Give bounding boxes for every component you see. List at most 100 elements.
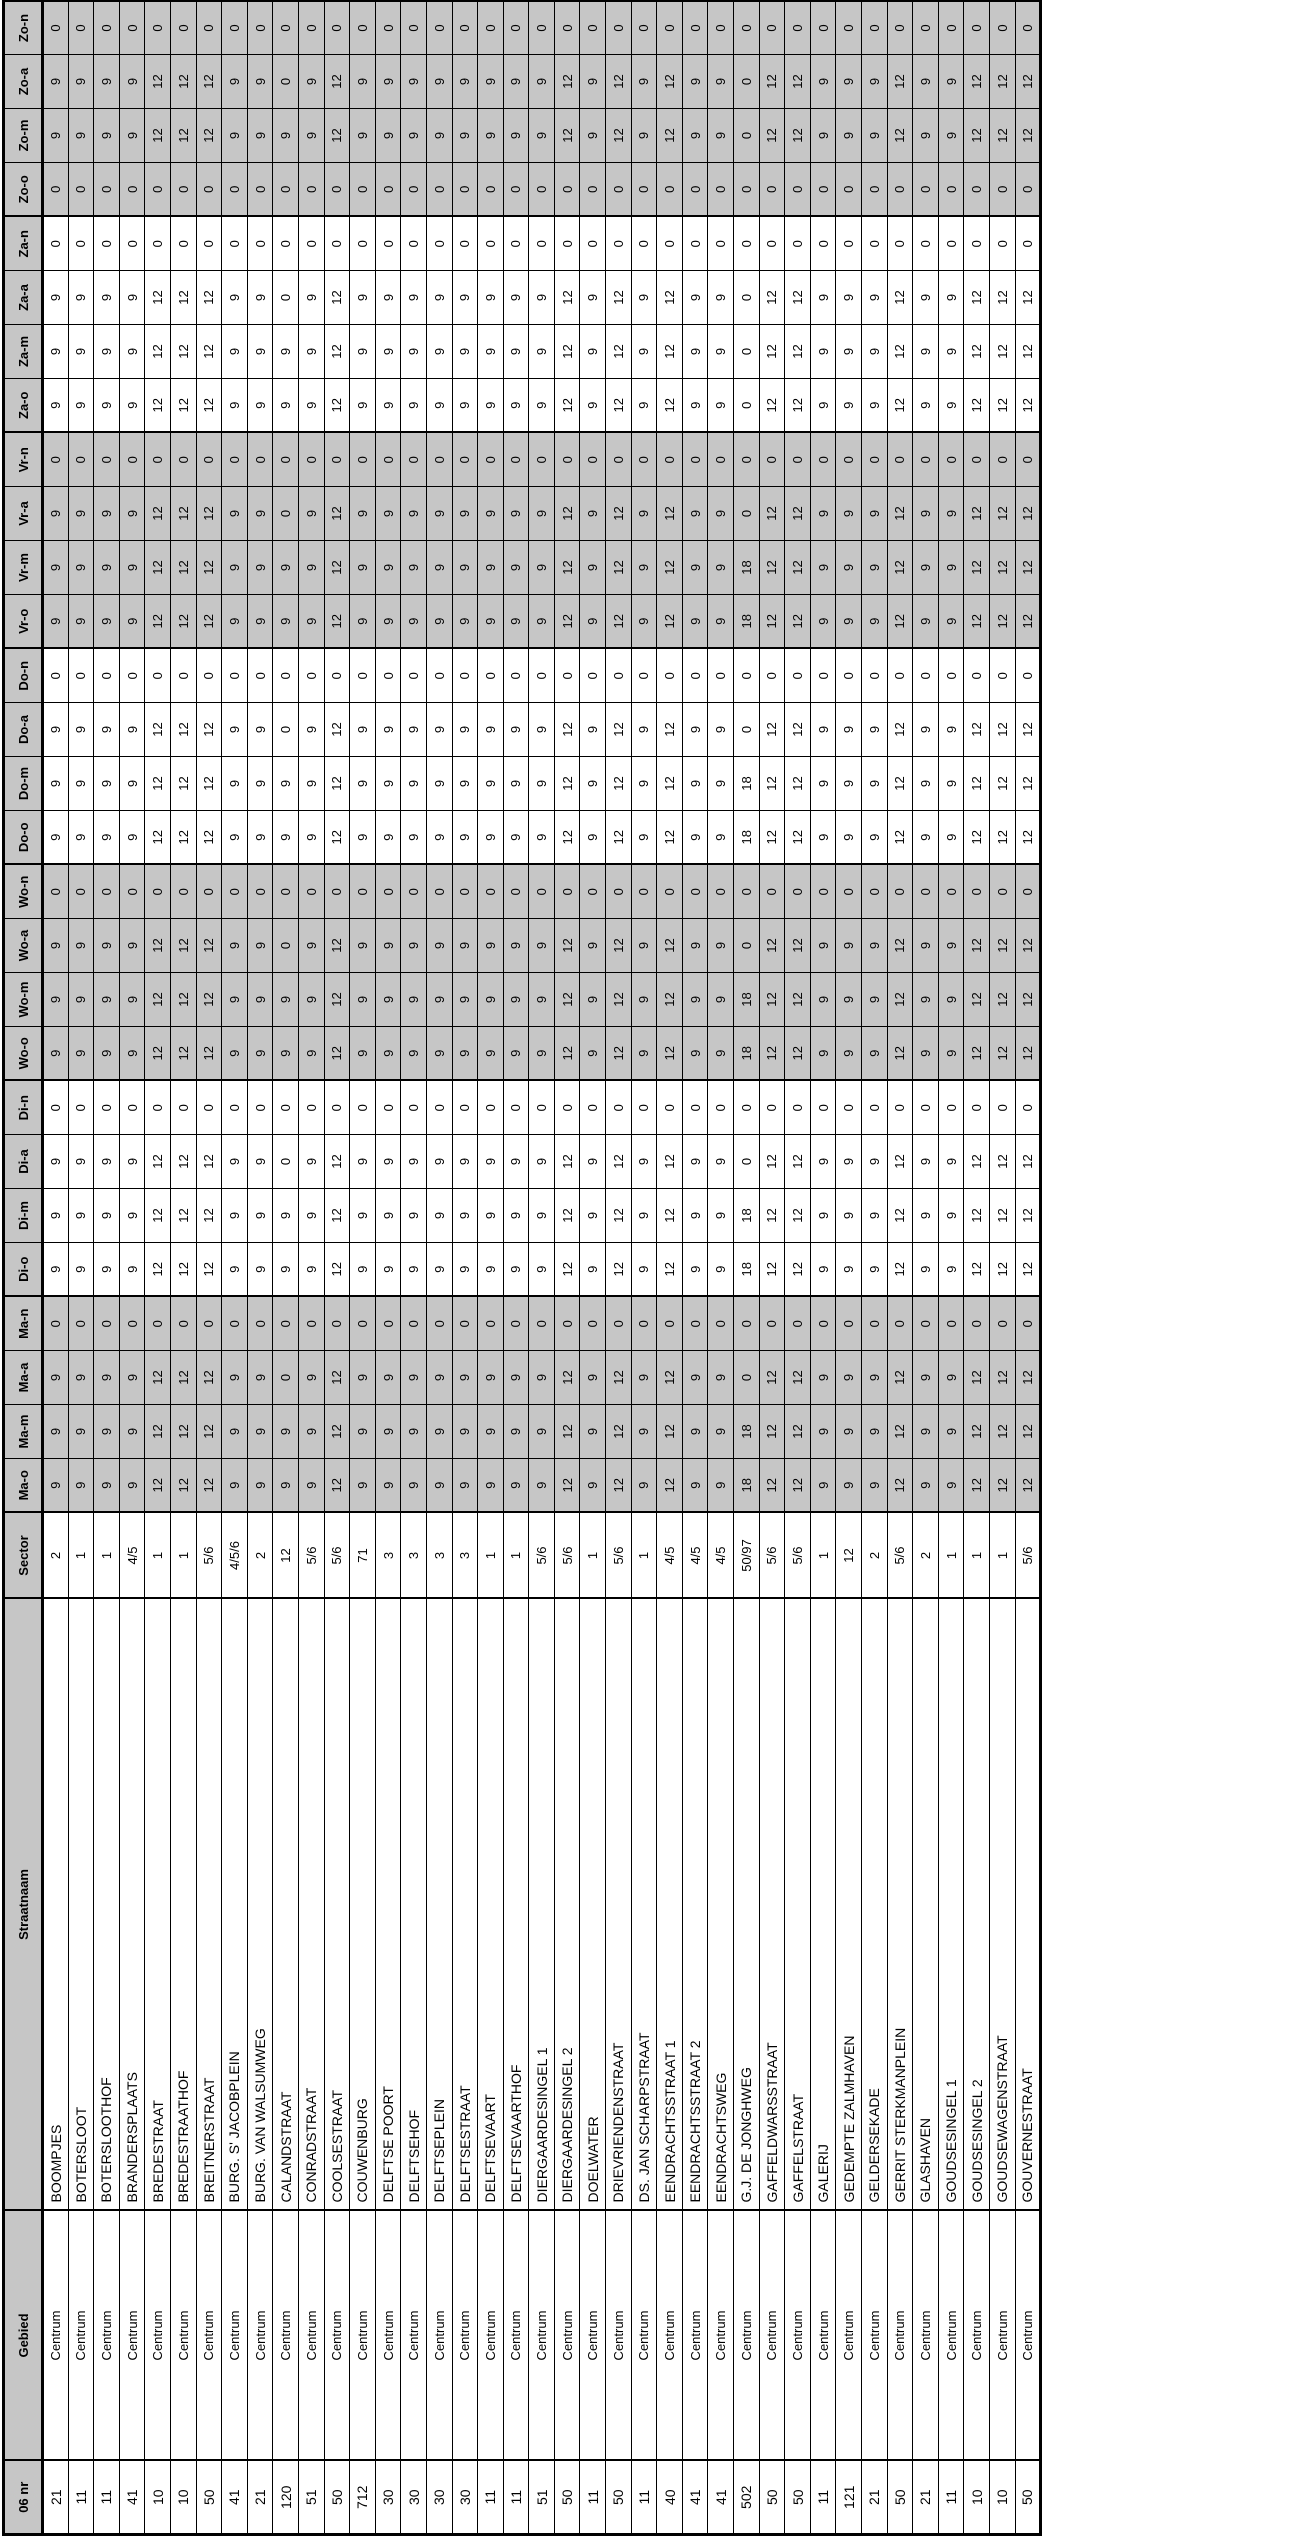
hours-cell: 9 [682,972,708,1027]
hours-cell: 9 [221,972,248,1027]
hours-cell: 9 [119,540,145,595]
hours-cell: 9 [452,108,478,163]
hours-cell: 0 [1015,648,1041,703]
hours-cell: 9 [349,1350,376,1405]
hours-cell: 12 [1015,1134,1041,1189]
hours-cell: 0 [298,1296,325,1351]
hours-cell: 9 [835,1458,862,1513]
hours-cell: 12 [784,1026,811,1081]
column-header: Wo-n [3,864,43,919]
hours-cell: 12 [554,54,580,109]
hours-cell: 9 [349,810,376,865]
hours-cell: 0 [221,432,248,487]
hours-cell: 12 [963,324,990,379]
hours-cell: 0 [912,216,939,271]
street-name-cell: DS. JAN SCHARPSTRAAT [631,1598,657,2211]
hours-cell: 9 [707,486,734,541]
hours-cell: 12 [170,810,197,865]
hours-cell: 0 [963,864,990,919]
hours-cell: 0 [93,648,120,703]
hours-cell: 9 [477,1026,504,1081]
hours-cell: 9 [68,756,94,811]
hours-cell: 9 [426,1188,452,1243]
hours-cell: 12 [605,378,632,433]
hours-cell: 9 [579,1134,606,1189]
hours-cell: 9 [42,54,69,109]
hours-cell: 9 [503,486,529,541]
hours-cell: 0 [682,1296,708,1351]
hours-cell: 0 [1015,1080,1041,1135]
hours-cell: 9 [912,1242,939,1297]
hours-cell: 12 [196,594,222,649]
hours-cell: 9 [503,1458,529,1513]
hours-cell: 0 [247,648,273,703]
hours-cell: 12 [605,108,632,163]
street-row: 50 Centrum GAFFELSTRAAT 5/6 12 12 12 0 12 12 12 0 12… [784,0,811,2535]
hours-cell: 0 [759,216,785,271]
hours-cell: 0 [324,648,350,703]
hours-cell: 9 [861,108,888,163]
hours-cell: 9 [426,594,452,649]
area-cell: Centrum [554,2210,580,2461]
hours-cell: 0 [349,864,376,919]
hours-cell: 0 [528,1080,555,1135]
hours-cell: 0 [426,864,452,919]
hours-cell: 9 [375,702,401,757]
hours-cell: 9 [528,1134,555,1189]
hours-cell: 12 [963,1458,990,1513]
hours-cell: 0 [477,864,504,919]
hours-cell: 0 [989,864,1016,919]
hours-cell: 9 [247,756,273,811]
hours-cell: 9 [835,1404,862,1459]
hours-cell: 9 [503,702,529,757]
hours-cell: 9 [93,1026,120,1081]
area-cell: Centrum [887,2210,913,2461]
hours-cell: 9 [452,270,478,325]
hours-cell: 12 [887,594,913,649]
hours-cell: 12 [196,1242,222,1297]
hours-cell: 12 [144,378,171,433]
area-cell: Centrum [324,2210,350,2461]
hours-cell: 0 [528,432,555,487]
hours-cell: 0 [887,648,913,703]
sector-cell: 4/5 [656,1512,683,1599]
hours-cell: 0 [938,0,964,55]
column-header: Do-n [3,648,43,703]
hours-cell: 9 [375,1404,401,1459]
hours-cell: 9 [247,108,273,163]
hours-cell: 9 [861,810,888,865]
street-number-cell: 11 [68,2460,94,2535]
hours-cell: 0 [503,162,529,217]
hours-cell: 0 [324,162,350,217]
hours-cell: 9 [42,108,69,163]
hours-cell: 9 [810,918,836,973]
hours-cell: 9 [682,1242,708,1297]
hours-cell: 12 [170,1458,197,1513]
hours-cell: 12 [656,324,683,379]
hours-cell: 9 [400,1188,427,1243]
hours-cell: 9 [400,1134,427,1189]
sector-cell: 50/97 [733,1512,760,1599]
hours-cell: 0 [426,216,452,271]
hours-cell: 0 [93,432,120,487]
hours-cell: 9 [682,702,708,757]
street-row: 11 Centrum BOTERSLOOT 1 9 9 9 0 9 9 9 0 9 9 9 0 9 9 9 0 9 9 9 0… [68,0,94,2535]
hours-cell: 0 [887,864,913,919]
hours-cell: 12 [989,702,1016,757]
hours-cell: 12 [144,1026,171,1081]
hours-cell: 9 [912,378,939,433]
street-name-cell: GALERIJ [810,1598,836,2211]
hours-cell: 9 [247,486,273,541]
hours-cell: 9 [400,108,427,163]
hours-cell: 9 [452,1404,478,1459]
hours-cell: 0 [579,432,606,487]
hours-cell: 12 [554,1350,580,1405]
area-cell: Centrum [784,2210,811,2461]
hours-cell: 0 [144,1080,171,1135]
hours-cell: 12 [170,1026,197,1081]
hours-cell: 0 [810,216,836,271]
hours-cell: 9 [221,1026,248,1081]
hours-cell: 9 [682,486,708,541]
hours-cell: 9 [912,702,939,757]
hours-cell: 9 [528,756,555,811]
